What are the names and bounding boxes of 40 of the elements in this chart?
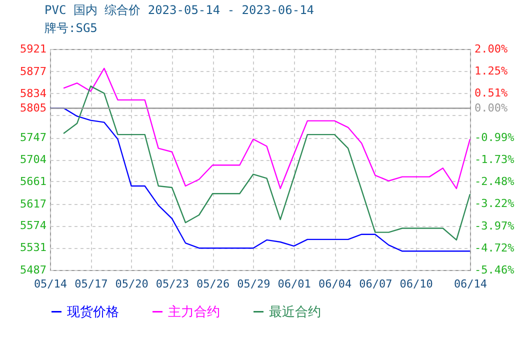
- y-tick-label: 5661: [20, 174, 46, 188]
- x-tick-label: 06/10: [400, 278, 433, 290]
- line-series: [62, 68, 471, 190]
- y2-tick-label: 1.25%: [474, 64, 508, 78]
- y-tick-label: 5487: [20, 264, 46, 276]
- legend-label: 现货价格: [67, 304, 119, 320]
- x-tick-label: 05/14: [34, 278, 68, 290]
- y-tick-label: 5834: [20, 86, 47, 100]
- line-series: [62, 86, 471, 241]
- y-tick-label: 5805: [20, 102, 46, 115]
- legend-label: 主力合约: [168, 304, 220, 320]
- y2-tick-label: -2.48%: [474, 175, 515, 188]
- x-tick-label: 05/23: [156, 278, 189, 290]
- x-tick-label: 05/29: [237, 278, 270, 290]
- y2-tick-label: 0.51%: [474, 86, 508, 100]
- y-tick-label: 5617: [20, 197, 46, 210]
- y2-tick-label: -5.46%: [474, 264, 515, 276]
- x-tick-label: 05/17: [74, 278, 108, 290]
- x-tick-label: 06/07: [359, 278, 392, 290]
- y-tick-label: 5704: [20, 153, 47, 166]
- y-tick-label: 5574: [20, 219, 47, 232]
- y-tick-label: 5877: [20, 64, 46, 78]
- x-tick-label: 06/14: [454, 278, 488, 290]
- chart-subtitle: 牌号:SG5: [44, 21, 98, 35]
- x-tick-label: 06/01: [278, 278, 311, 290]
- y2-tick-label: -1.73%: [474, 153, 515, 166]
- y2-tick-label: -4.72%: [474, 242, 515, 255]
- y-tick-label: 5921: [20, 42, 46, 56]
- y2-tick-label: 0.00%: [474, 102, 508, 115]
- y2-tick-label: 2.00%: [474, 42, 508, 56]
- x-tick-label: 06/04: [318, 278, 352, 290]
- y2-tick-label: -3.22%: [474, 197, 515, 210]
- y2-tick-label: -0.99%: [474, 131, 515, 144]
- x-tick-label: 05/26: [196, 278, 230, 290]
- chart-title: PVC 国内 综合价 2023-05-14 - 2023-06-14: [44, 3, 314, 17]
- y-tick-label: 5747: [20, 131, 46, 144]
- y-tick-label: 5531: [20, 241, 46, 254]
- x-tick-label: 05/20: [115, 278, 148, 290]
- legend-label: 最近合约: [269, 304, 321, 320]
- y2-tick-label: -3.97%: [474, 219, 515, 232]
